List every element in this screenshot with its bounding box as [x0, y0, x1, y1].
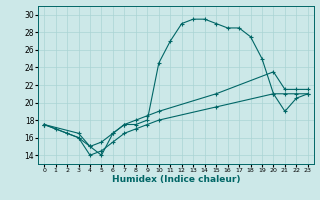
X-axis label: Humidex (Indice chaleur): Humidex (Indice chaleur) — [112, 175, 240, 184]
